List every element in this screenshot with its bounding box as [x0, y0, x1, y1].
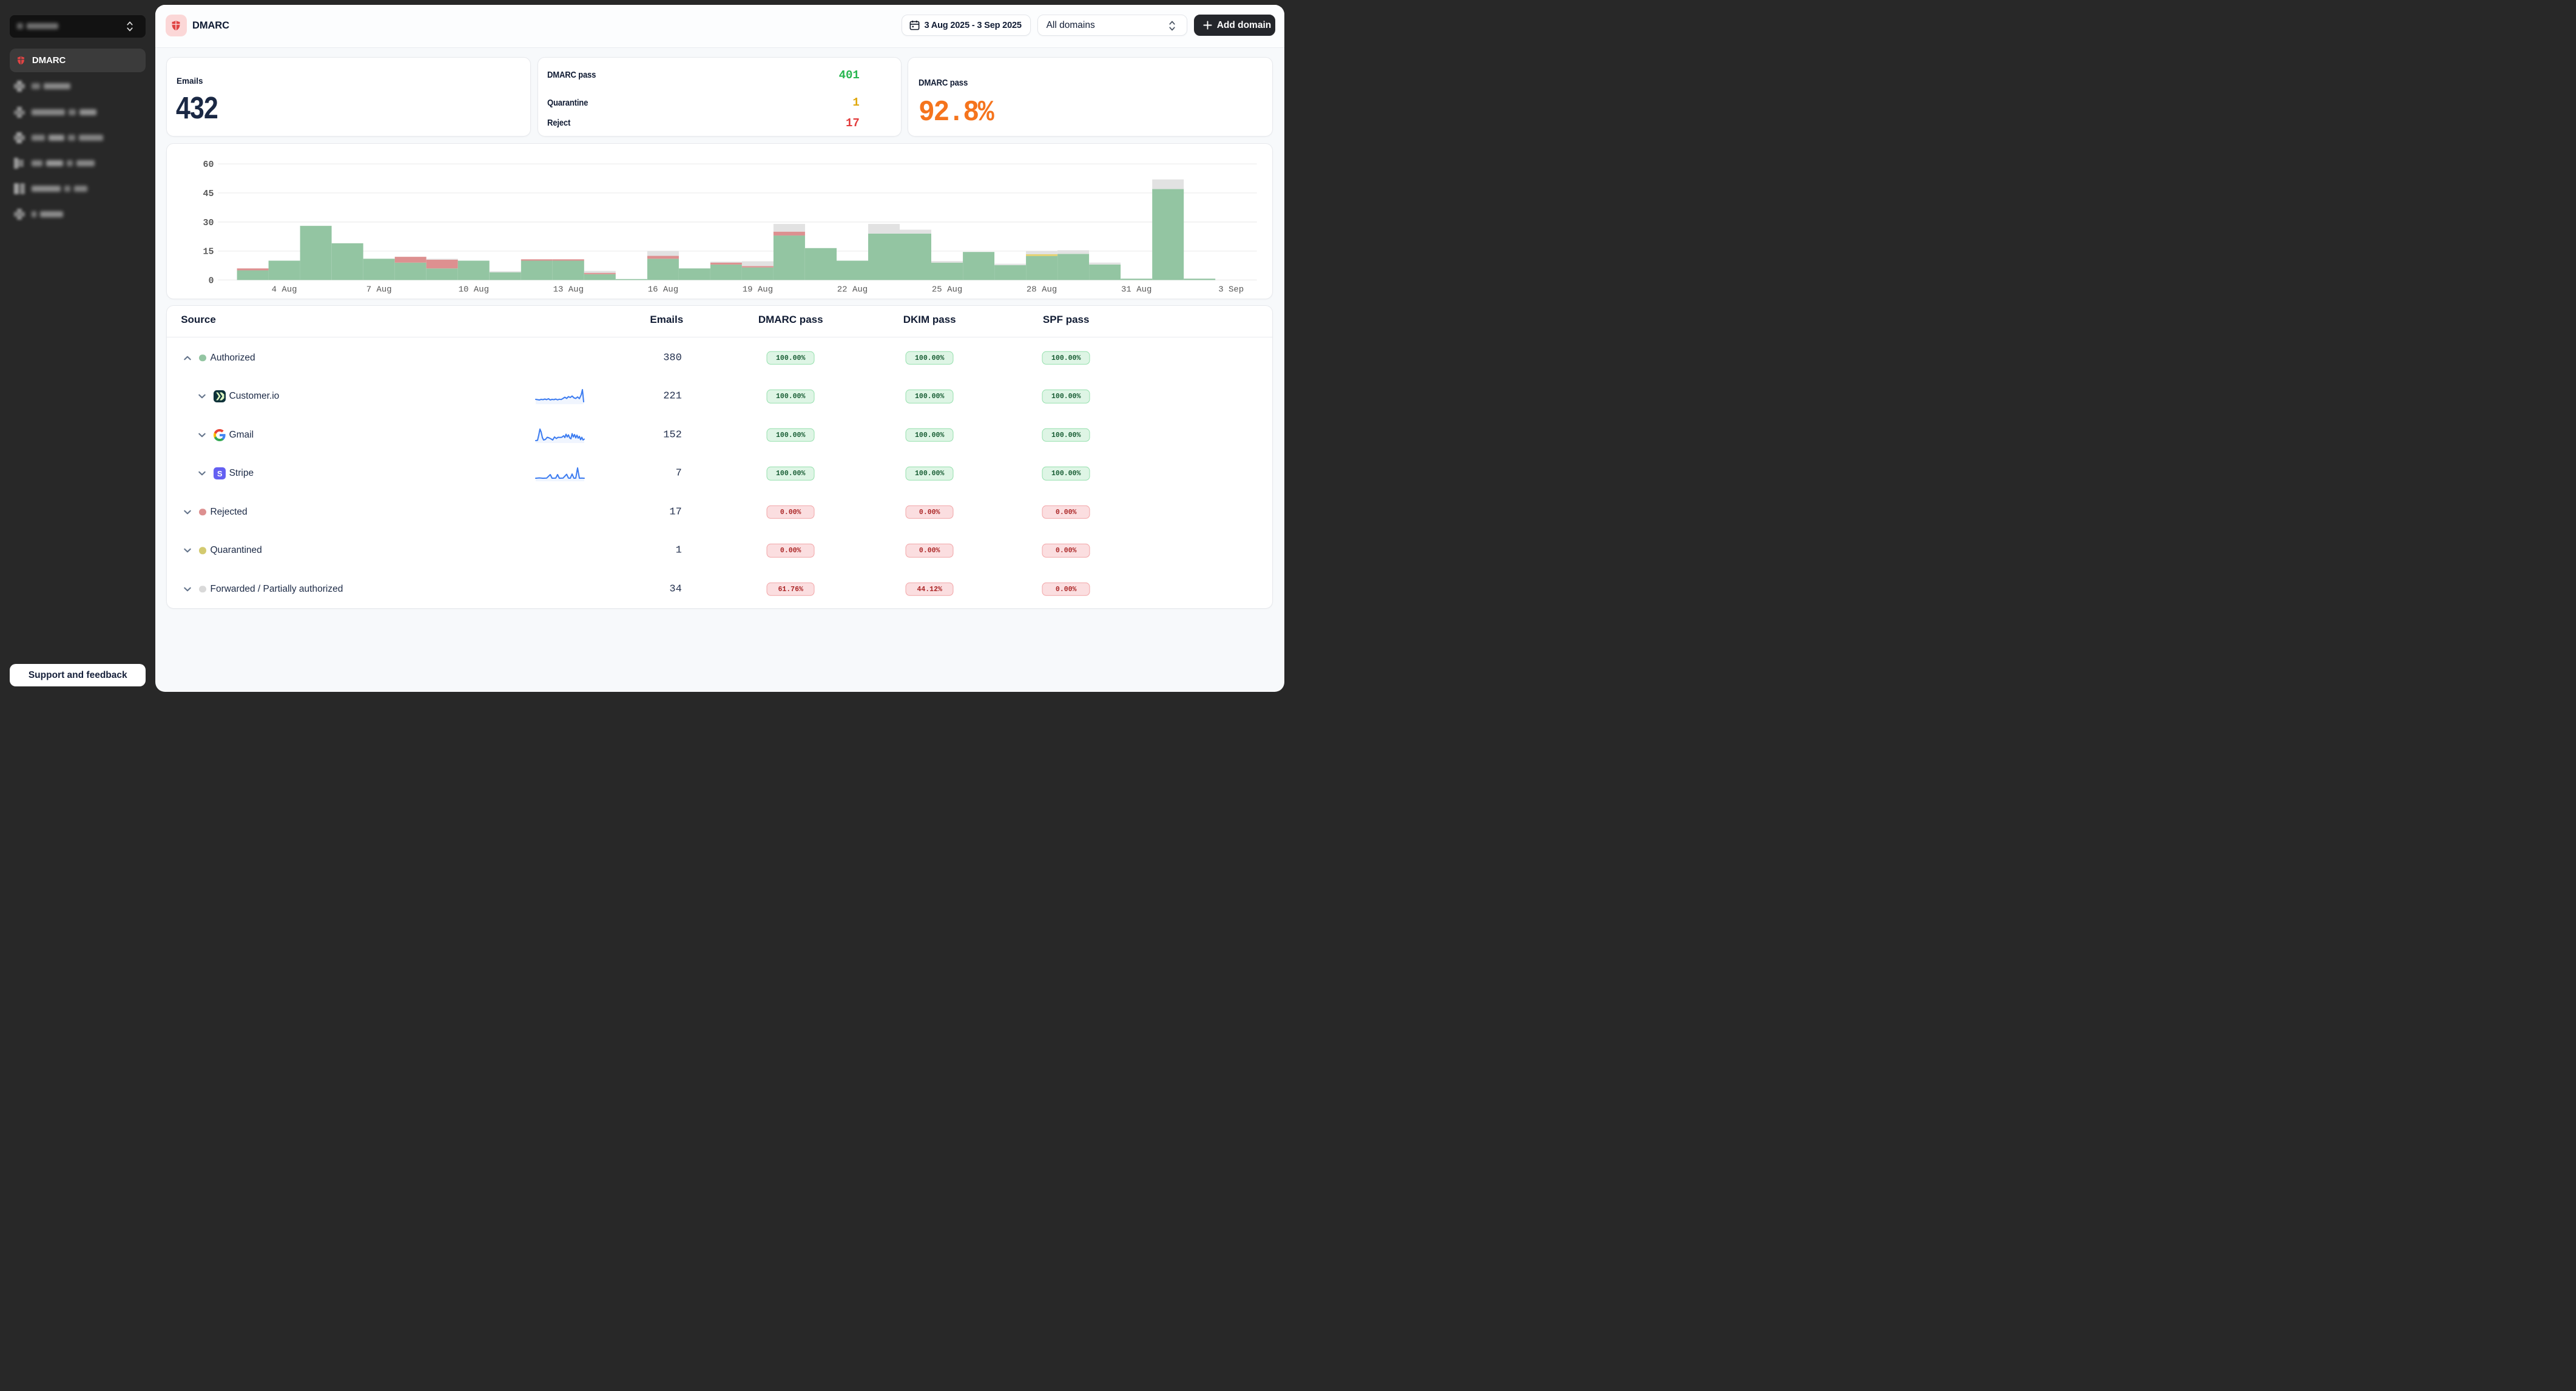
svg-text:0: 0 — [208, 276, 214, 286]
svg-text:7 Aug: 7 Aug — [366, 285, 391, 294]
svg-text:30: 30 — [203, 217, 214, 228]
svg-text:25 Aug: 25 Aug — [932, 285, 962, 294]
svg-text:19 Aug: 19 Aug — [742, 285, 772, 294]
svg-text:60: 60 — [203, 160, 214, 170]
svg-text:10 Aug: 10 Aug — [458, 285, 488, 294]
svg-text:15: 15 — [203, 246, 214, 257]
svg-text:3 Sep: 3 Sep — [1218, 285, 1244, 294]
svg-text:31 Aug: 31 Aug — [1121, 285, 1151, 294]
svg-text:28 Aug: 28 Aug — [1027, 285, 1057, 294]
svg-text:4 Aug: 4 Aug — [271, 285, 297, 294]
svg-text:22 Aug: 22 Aug — [837, 285, 867, 294]
svg-text:13 Aug: 13 Aug — [553, 285, 583, 294]
svg-text:16 Aug: 16 Aug — [647, 285, 678, 294]
svg-text:45: 45 — [203, 188, 214, 198]
